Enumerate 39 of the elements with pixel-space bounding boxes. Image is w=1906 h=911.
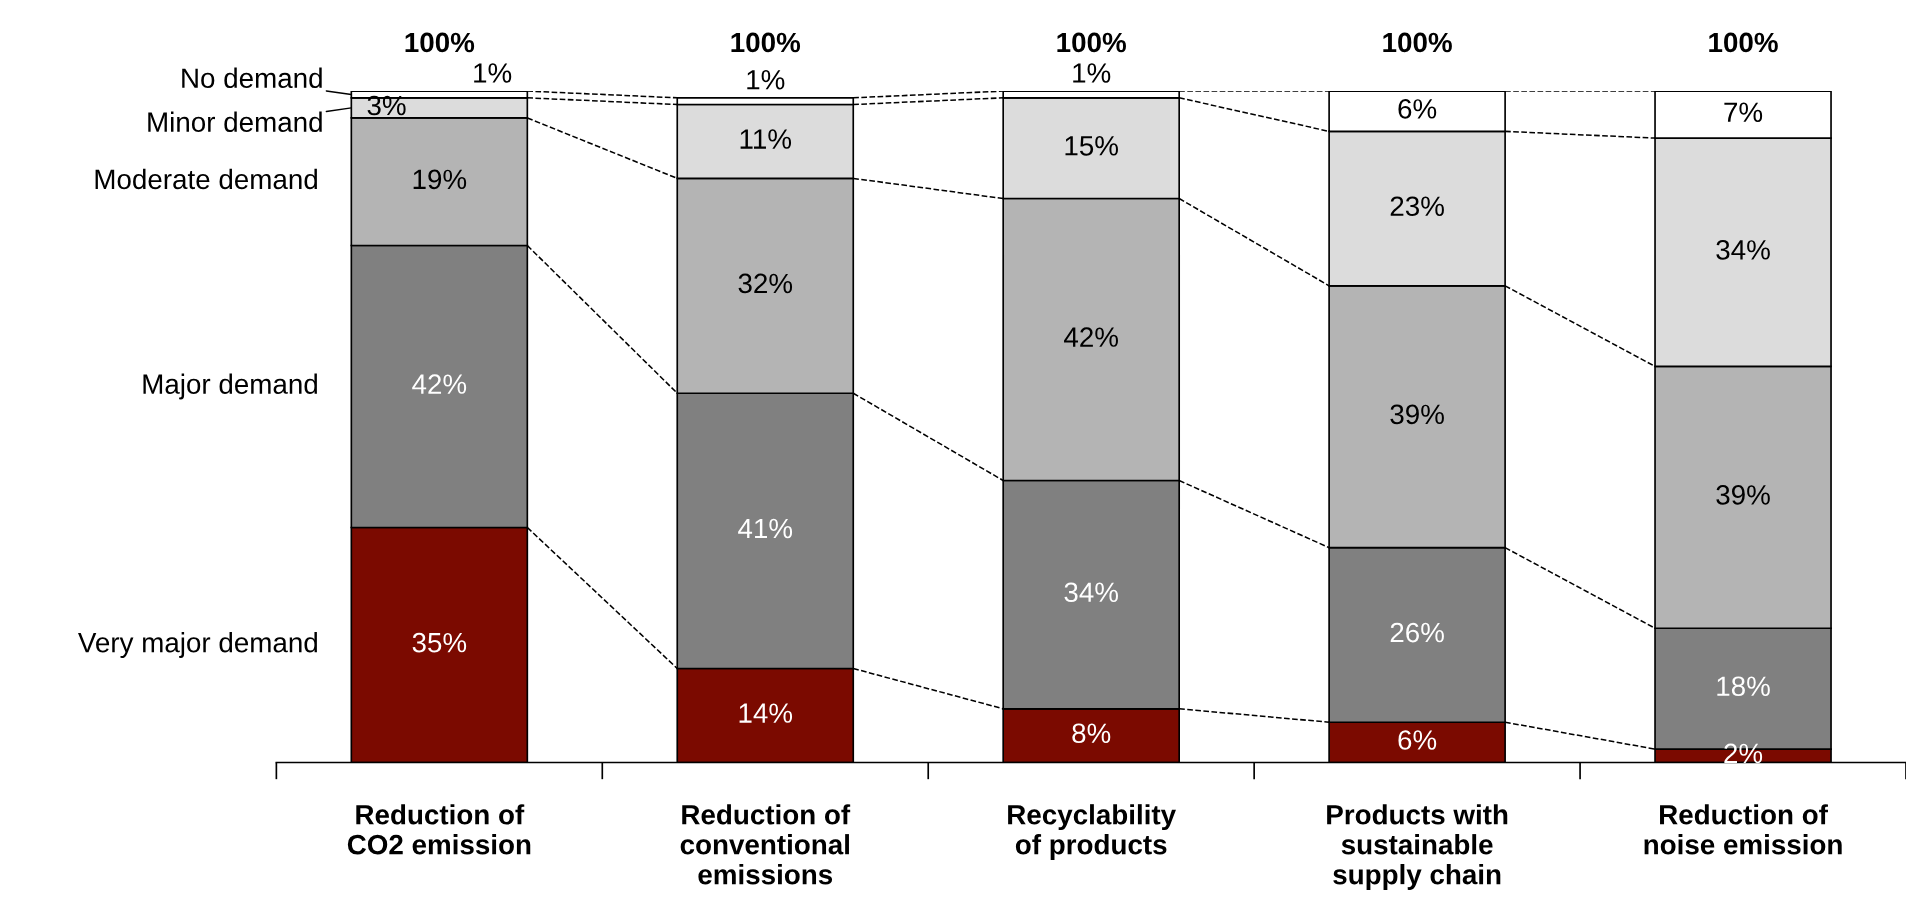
data-label: 15% <box>1065 136 1118 156</box>
total-label: 100% <box>1057 32 1126 53</box>
legend-label: Minor demand <box>148 111 322 133</box>
data-label: 19% <box>413 169 467 190</box>
data-label: 34% <box>1716 240 1770 260</box>
data-label: 26% <box>1390 622 1444 643</box>
x-tick-label: Reduction of noise emission <box>1644 804 1842 855</box>
data-label: 42% <box>412 374 467 394</box>
x-tick-label: Reduction of conventional emissions <box>680 804 851 885</box>
data-label: 6% <box>1398 730 1437 750</box>
series-label: Very major demand <box>78 632 317 658</box>
total-label: 100% <box>1383 32 1452 53</box>
total-label: 100% <box>731 32 801 53</box>
data-label: 2% <box>1724 743 1763 764</box>
data-label: 14% <box>739 703 793 723</box>
data-label: 18% <box>1717 676 1770 697</box>
total-label: 100% <box>405 32 475 53</box>
x-tick-label: Reduction of CO2 emission <box>347 804 531 855</box>
data-label: 6% <box>1398 99 1437 119</box>
data-label: 35% <box>412 632 467 653</box>
data-label: 11% <box>740 129 792 149</box>
data-label: 39% <box>1716 485 1770 505</box>
data-label: 32% <box>738 273 793 294</box>
legend-label: No demand <box>182 67 322 89</box>
series-label: Moderate demand <box>95 168 317 190</box>
data-label: 8% <box>1072 723 1111 744</box>
series-label: Major demand <box>143 373 317 400</box>
data-label: 41% <box>738 518 793 539</box>
data-label: 34% <box>1064 582 1118 603</box>
total-label: 100% <box>1709 32 1778 53</box>
x-tick-label: Recyclability of products <box>1008 804 1176 860</box>
data-label: 1% <box>474 63 512 83</box>
data-label: 23% <box>1390 196 1444 217</box>
data-label: 7% <box>1724 102 1763 122</box>
data-label: 39% <box>1390 404 1444 425</box>
data-label: 1% <box>1073 63 1111 83</box>
data-label: 42% <box>1064 327 1118 347</box>
data-label: 1% <box>747 70 785 90</box>
x-tick-label: Products with sustainable supply chain <box>1327 804 1508 890</box>
